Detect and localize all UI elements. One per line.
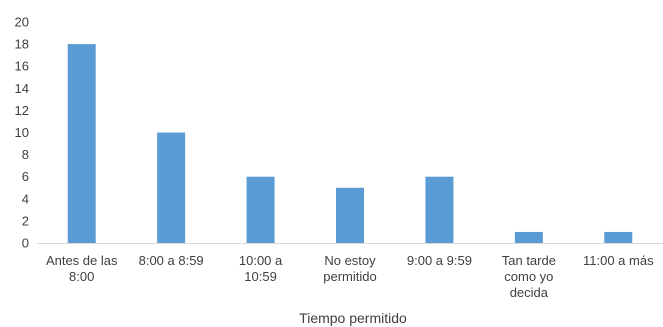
bar (67, 44, 96, 243)
bar (246, 176, 275, 243)
y-tick-label: 6 (22, 169, 29, 184)
x-tick-label: 8:00 a 8:59 (139, 253, 204, 268)
y-tick-label: 20 (15, 15, 29, 30)
y-tick-label: 10 (15, 125, 29, 140)
x-tick-label: 10:00 a 10:59 (239, 253, 283, 284)
bar (157, 132, 186, 243)
x-tick-label: No estoy permitido (323, 253, 376, 284)
bar (514, 231, 543, 243)
bars (67, 44, 633, 243)
bar (425, 176, 454, 243)
y-tick-label: 16 (15, 59, 29, 74)
x-tick-label: 9:00 a 9:59 (407, 253, 472, 268)
bar (604, 231, 633, 243)
bar (336, 187, 364, 243)
y-tick-label: 14 (15, 81, 29, 96)
y-tick-label: 8 (22, 147, 29, 162)
x-tick-label: Tan tarde como yo decida (502, 253, 556, 300)
x-axis-labels: Antes de las 8:00 8:00 a 8:59 10:00 a 10:59 N… (46, 253, 654, 300)
x-tick-label: Antes de las 8:00 (46, 253, 118, 284)
x-axis-title: Tiempo permitido (299, 310, 407, 326)
x-tick-label: 11:00 a más (583, 253, 654, 268)
y-tick-label: 18 (15, 37, 29, 52)
y-tick-label: 4 (22, 191, 29, 206)
y-axis-ticks: 0 2 4 6 8 10 12 14 16 18 20 (15, 15, 29, 251)
y-tick-label: 2 (22, 213, 29, 228)
y-tick-label: 12 (15, 103, 29, 118)
y-tick-label: 0 (22, 236, 29, 251)
